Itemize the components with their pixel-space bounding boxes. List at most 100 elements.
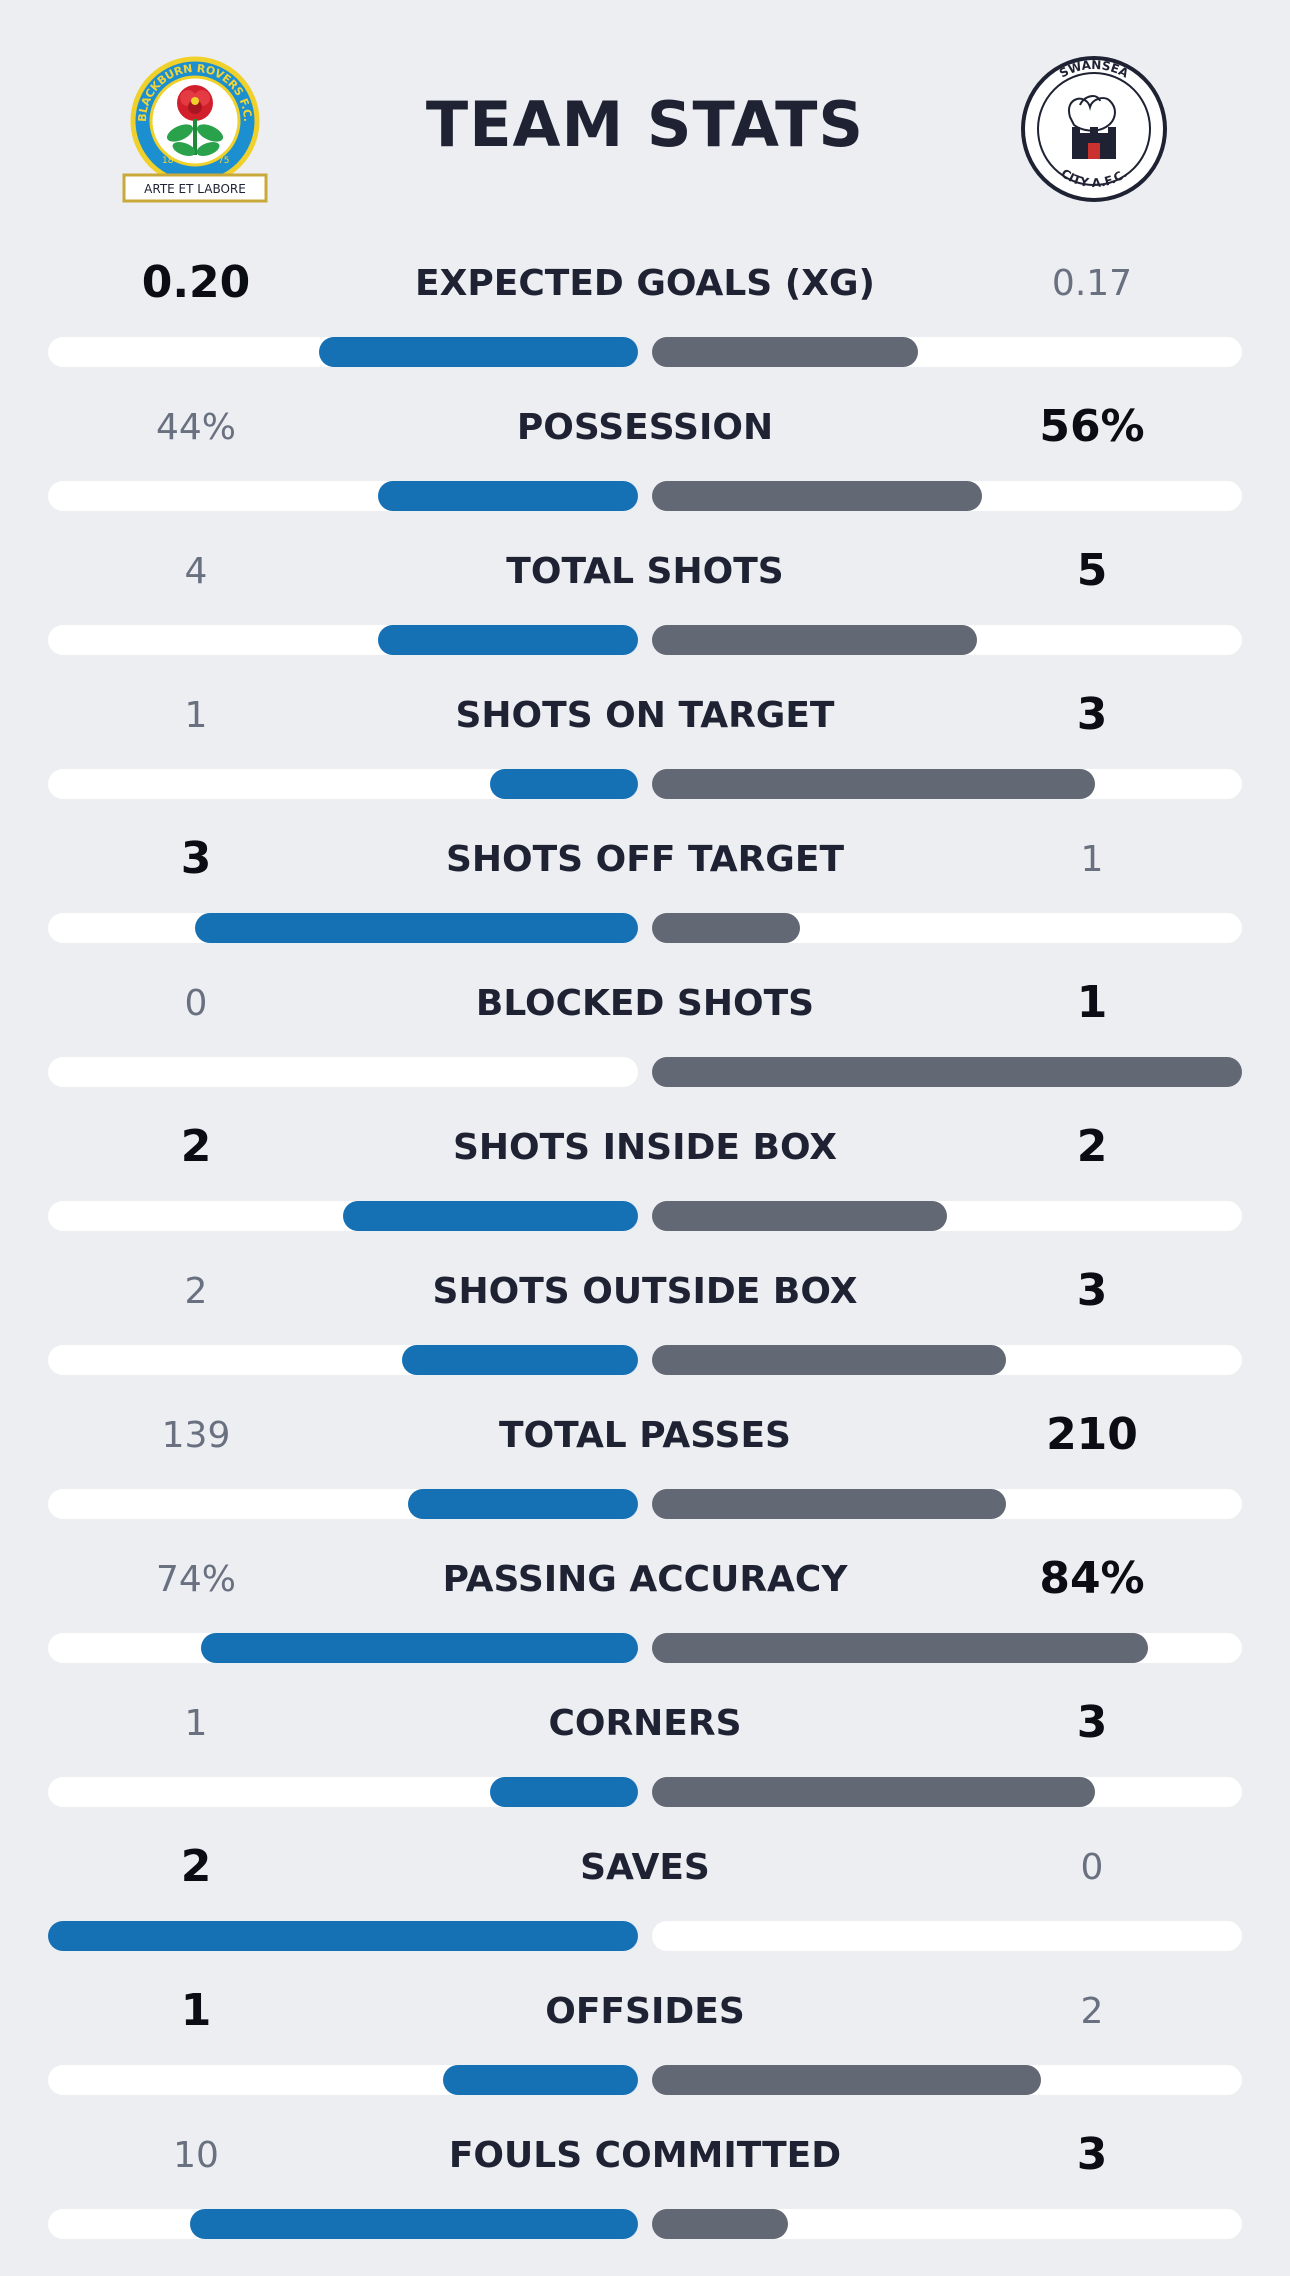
home-stat-bar — [195, 913, 638, 943]
away-stat-track — [652, 1345, 1242, 1375]
away-stat-bar — [652, 1489, 1006, 1519]
away-stat-value: 56% — [1039, 401, 1145, 452]
away-stat-value: 3 — [1076, 1265, 1108, 1316]
away-stat-track — [652, 481, 1242, 511]
home-stat-value: 10 — [173, 2135, 219, 2176]
home-stat-track — [48, 1057, 638, 1087]
home-stat-value: 0 — [184, 983, 208, 1024]
home-crest-year-left: 18 — [162, 156, 174, 166]
stat-row: 44% POSSESSION 56% — [0, 399, 1290, 543]
away-stat-track — [652, 769, 1242, 799]
away-stat-track — [652, 1057, 1242, 1087]
away-stat-bar — [652, 2065, 1041, 2095]
home-stat-bar — [490, 1777, 638, 1807]
home-stat-track — [48, 1633, 638, 1663]
stat-label: TOTAL SHOTS — [506, 551, 784, 592]
away-stat-track — [652, 2209, 1242, 2239]
away-stat-value: 0.17 — [1051, 263, 1133, 304]
home-stat-track — [48, 2209, 638, 2239]
away-stat-value: 2 — [1076, 1121, 1108, 1172]
stat-row: 1 CORNERS 3 — [0, 1695, 1290, 1839]
away-stat-value: 5 — [1076, 545, 1108, 596]
stat-row: 0.20 EXPECTED GOALS (XG) 0.17 — [0, 255, 1290, 399]
stat-row: 10 FOULS COMMITTED 3 — [0, 2127, 1290, 2271]
home-stat-value: 1 — [180, 1985, 212, 2036]
stat-row: 74% PASSING ACCURACY 84% — [0, 1551, 1290, 1695]
stat-row: 0 BLOCKED SHOTS 1 — [0, 975, 1290, 1119]
home-stat-value: 0.20 — [141, 257, 251, 308]
home-stat-bar — [402, 1345, 638, 1375]
home-stat-track — [48, 1345, 638, 1375]
home-stat-bar — [490, 769, 638, 799]
home-stat-track — [48, 481, 638, 511]
away-team-crest: SWANSEA CITY A.F.C. — [1020, 55, 1168, 203]
home-stat-bar — [48, 1921, 638, 1951]
home-stat-value: 2 — [184, 1271, 208, 1312]
stat-row: 2 SAVES 0 — [0, 1839, 1290, 1983]
home-stat-value: 3 — [180, 833, 212, 884]
stat-label: BLOCKED SHOTS — [475, 983, 815, 1024]
home-stat-bar — [343, 1201, 638, 1231]
stat-label: FOULS COMMITTED — [448, 2135, 842, 2176]
stat-label: EXPECTED GOALS (XG) — [415, 263, 875, 304]
stat-label: POSSESSION — [516, 407, 774, 448]
away-stat-track — [652, 1921, 1242, 1951]
stat-label: SHOTS ON TARGET — [455, 695, 835, 736]
stats-header: BLACKBURN ROVERS F.C. 18 75 ARTE ET LABO… — [0, 0, 1290, 230]
away-stat-value: 1 — [1080, 839, 1104, 880]
home-stat-track — [48, 1489, 638, 1519]
stat-row: 4 TOTAL SHOTS 5 — [0, 543, 1290, 687]
away-stat-bar — [652, 337, 918, 367]
away-stat-bar — [652, 1345, 1006, 1375]
home-stat-value: 1 — [184, 1703, 208, 1744]
page-title: TEAM STATS — [425, 88, 865, 161]
away-stat-bar — [652, 1201, 947, 1231]
away-stat-track — [652, 337, 1242, 367]
home-stat-bar — [408, 1489, 638, 1519]
away-stat-bar — [652, 1633, 1148, 1663]
stat-row: 2 SHOTS INSIDE BOX 2 — [0, 1119, 1290, 1263]
stats-list: 0.20 EXPECTED GOALS (XG) 0.17 44% POSSESSION… — [0, 255, 1290, 2271]
stat-row: 139 TOTAL PASSES 210 — [0, 1407, 1290, 1551]
stat-row: 2 SHOTS OUTSIDE BOX 3 — [0, 1263, 1290, 1407]
home-stat-track — [48, 625, 638, 655]
home-stat-bar — [201, 1633, 638, 1663]
stat-row: 3 SHOTS OFF TARGET 1 — [0, 831, 1290, 975]
home-crest-year-right: 75 — [218, 156, 229, 166]
home-stat-value: 1 — [184, 695, 208, 736]
away-stat-track — [652, 913, 1242, 943]
home-stat-track — [48, 1777, 638, 1807]
away-stat-track — [652, 1777, 1242, 1807]
away-stat-value: 3 — [1076, 2129, 1108, 2180]
home-stat-value: 2 — [180, 1121, 212, 1172]
stat-label: SHOTS OFF TARGET — [445, 839, 845, 880]
away-stat-value: 210 — [1046, 1409, 1138, 1460]
stat-row: 1 SHOTS ON TARGET 3 — [0, 687, 1290, 831]
home-stat-bar — [319, 337, 638, 367]
home-stat-value: 74% — [155, 1559, 236, 1600]
home-stat-value: 4 — [184, 551, 208, 592]
home-stat-value: 139 — [161, 1415, 231, 1456]
stat-label: SAVES — [580, 1847, 710, 1888]
away-stat-value: 3 — [1076, 1697, 1108, 1748]
away-stat-bar — [652, 2209, 788, 2239]
away-stat-bar — [652, 1777, 1095, 1807]
away-stat-value: 1 — [1076, 977, 1108, 1028]
stat-row: 1 OFFSIDES 2 — [0, 1983, 1290, 2127]
home-stat-value: 44% — [155, 407, 236, 448]
stat-label: CORNERS — [548, 1703, 742, 1744]
away-stat-track — [652, 1489, 1242, 1519]
away-stat-track — [652, 625, 1242, 655]
away-stat-value: 2 — [1080, 1991, 1104, 2032]
away-stat-track — [652, 1633, 1242, 1663]
away-stat-bar — [652, 625, 977, 655]
home-stat-bar — [378, 625, 638, 655]
home-stat-bar — [378, 481, 638, 511]
home-stat-value: 2 — [180, 1841, 212, 1892]
away-stat-bar — [652, 481, 982, 511]
stat-label: SHOTS OUTSIDE BOX — [432, 1271, 858, 1312]
home-stat-track — [48, 913, 638, 943]
away-stat-value: 0 — [1080, 1847, 1104, 1888]
away-stat-track — [652, 1201, 1242, 1231]
